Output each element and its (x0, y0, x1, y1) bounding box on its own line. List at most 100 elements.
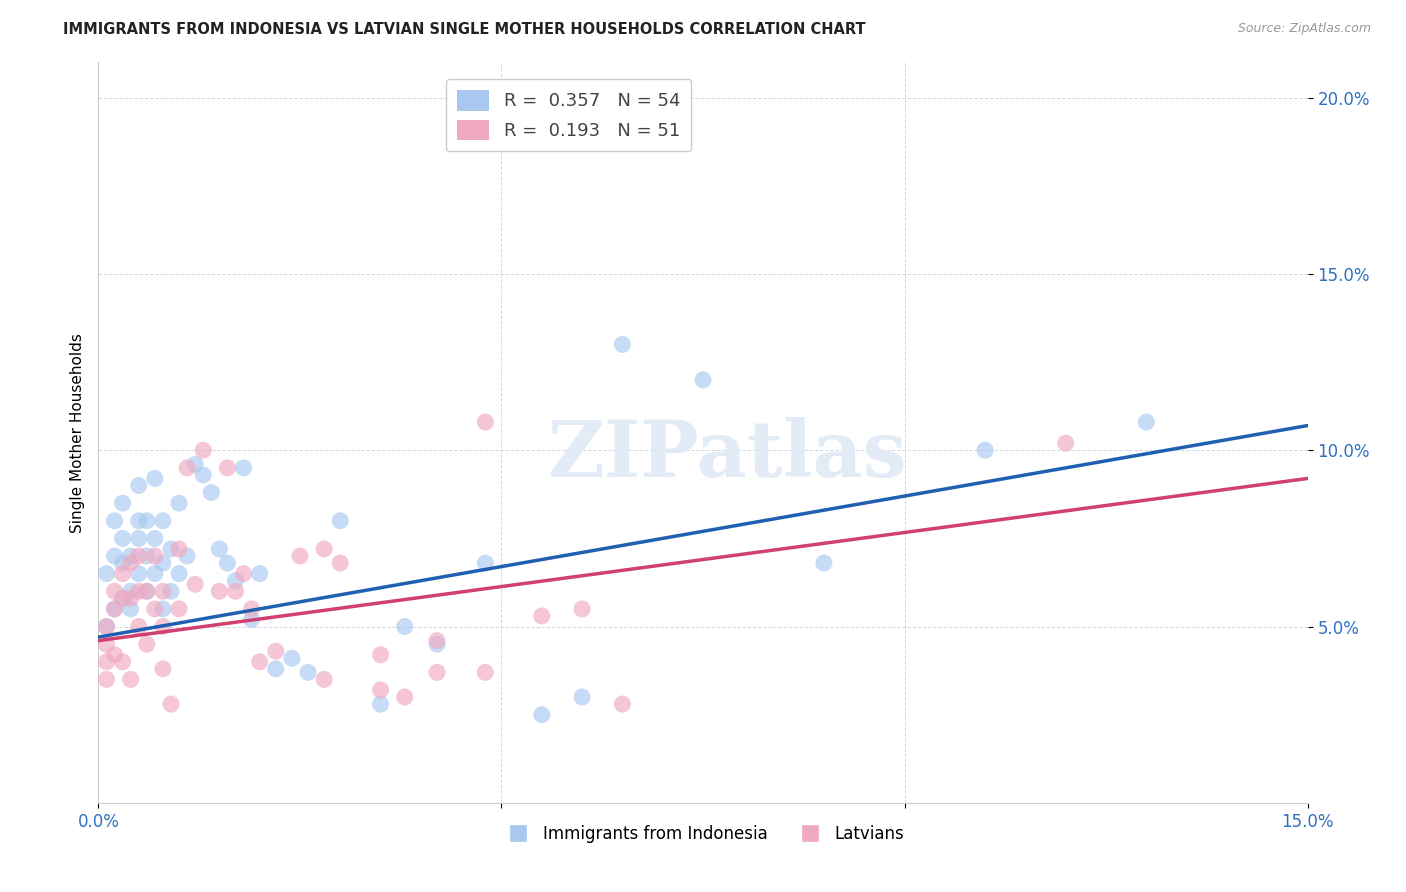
Point (120, 673, 142, 687)
Point (96, 637, 118, 651)
Point (288, 549, 311, 563)
Point (217, 556, 239, 570)
Point (128, 478, 150, 492)
Point (232, 461, 254, 475)
Point (474, 665, 496, 680)
Point (612, 337, 634, 351)
Point (426, 637, 449, 651)
Point (167, 566, 190, 581)
Point (128, 584, 150, 599)
Point (152, 662, 174, 676)
Point (96, 655, 118, 669)
Point (135, 637, 157, 651)
Point (111, 591, 134, 606)
Point (530, 707, 553, 722)
Point (135, 514, 157, 528)
Point (120, 602, 142, 616)
Point (128, 619, 150, 633)
Point (135, 549, 157, 563)
Point (143, 602, 166, 616)
Point (120, 584, 142, 599)
Point (208, 541, 231, 556)
Point (103, 514, 125, 528)
Point (111, 556, 134, 570)
Point (193, 467, 215, 482)
Point (314, 673, 336, 687)
Point (281, 651, 304, 665)
Point (571, 602, 593, 616)
Point (135, 584, 157, 599)
Point (111, 566, 134, 581)
Point (103, 602, 125, 616)
Point (128, 566, 150, 581)
Point (152, 584, 174, 599)
Point (184, 458, 207, 472)
Point (1135, 415, 1157, 429)
Point (474, 556, 496, 570)
Point (813, 556, 835, 570)
Point (224, 574, 246, 588)
Point (128, 514, 150, 528)
Point (426, 633, 449, 648)
Point (111, 591, 134, 606)
Point (176, 461, 198, 475)
Point (143, 532, 166, 546)
Point (193, 443, 215, 458)
Point (167, 541, 190, 556)
Point (152, 556, 174, 570)
Y-axis label: Single Mother Households: Single Mother Households (69, 333, 84, 533)
Point (135, 584, 157, 599)
Point (120, 549, 142, 563)
Point (370, 697, 392, 711)
Legend: Immigrants from Indonesia, Latvians: Immigrants from Indonesia, Latvians (495, 819, 911, 850)
Point (264, 662, 287, 676)
Point (96, 619, 118, 633)
Point (224, 584, 246, 599)
Text: Source: ZipAtlas.com: Source: ZipAtlas.com (1237, 22, 1371, 36)
Point (128, 549, 150, 563)
Point (152, 514, 174, 528)
Point (426, 665, 449, 680)
Text: ZIPatlas: ZIPatlas (547, 417, 907, 493)
Point (128, 532, 150, 546)
Point (103, 584, 125, 599)
Point (232, 566, 254, 581)
Text: IMMIGRANTS FROM INDONESIA VS LATVIAN SINGLE MOTHER HOUSEHOLDS CORRELATION CHART: IMMIGRANTS FROM INDONESIA VS LATVIAN SIN… (63, 22, 866, 37)
Point (692, 373, 714, 387)
Point (143, 549, 166, 563)
Point (1054, 436, 1077, 450)
Point (217, 461, 239, 475)
Point (152, 619, 174, 633)
Point (111, 532, 134, 546)
Point (249, 566, 271, 581)
Point (297, 665, 319, 680)
Point (167, 602, 190, 616)
Point (120, 556, 142, 570)
Point (111, 496, 134, 510)
Point (160, 541, 183, 556)
Point (394, 619, 416, 633)
Point (208, 584, 231, 599)
Point (974, 443, 997, 458)
Point (160, 697, 183, 711)
Point (394, 690, 416, 704)
Point (152, 602, 174, 616)
Point (103, 602, 125, 616)
Point (184, 577, 207, 591)
Point (167, 496, 190, 510)
Point (571, 690, 593, 704)
Point (96, 673, 118, 687)
Point (612, 697, 634, 711)
Point (249, 655, 271, 669)
Point (329, 556, 352, 570)
Point (96, 566, 118, 581)
Point (530, 609, 553, 624)
Point (111, 655, 134, 669)
Point (96, 619, 118, 633)
Point (143, 566, 166, 581)
Point (370, 683, 392, 698)
Point (474, 415, 496, 429)
Point (103, 648, 125, 662)
Point (160, 584, 183, 599)
Point (240, 612, 263, 626)
